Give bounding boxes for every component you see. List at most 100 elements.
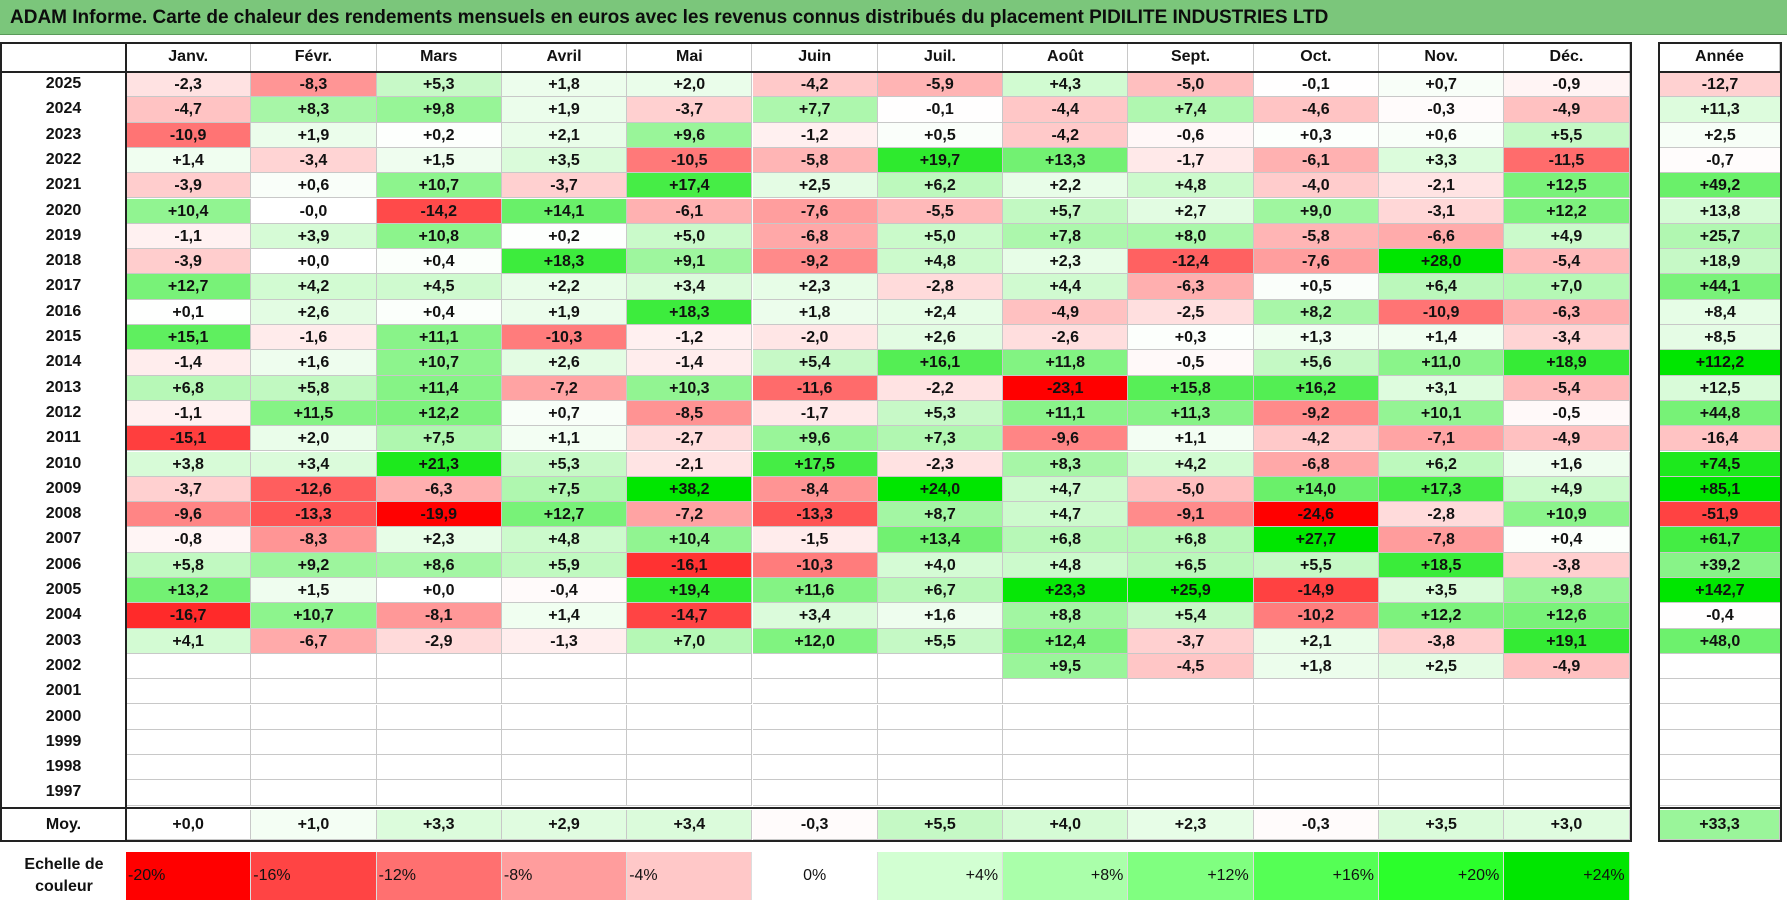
heatmap-cell: +6,2 [1379, 451, 1505, 477]
heatmap-cell: +0,5 [1253, 274, 1379, 300]
year-label: 2014 [45, 353, 82, 371]
heatmap-cell: -5,4 [1504, 249, 1630, 275]
heatmap-cell: +11,5 [251, 400, 377, 427]
heatmap-cell: +2,5 [1379, 653, 1505, 680]
heatmap-cell: +10,7 [376, 350, 502, 376]
heatmap-cell [752, 729, 878, 756]
heatmap-cell [126, 755, 252, 781]
heatmap-cell [1379, 780, 1505, 806]
heatmap-cell: +9,6 [627, 122, 753, 148]
color-scale-stop: +8% [1003, 851, 1129, 900]
heatmap-cell: -6,1 [627, 198, 753, 224]
heatmap-cell: +7,5 [376, 426, 502, 452]
heatmap-cell: -4,9 [1504, 653, 1630, 680]
annual-frame [1658, 42, 1782, 842]
heatmap-cell: +3,5 [501, 147, 628, 174]
heatmap-cell: +3,4 [752, 603, 878, 629]
year-label: 2016 [45, 302, 82, 320]
heatmap-cell: +4,3 [1003, 72, 1129, 98]
heatmap-cell: +0,2 [376, 122, 502, 148]
heatmap-cell: -13,3 [251, 502, 377, 528]
heatmap-cell: +6,2 [877, 173, 1004, 199]
heatmap-cell: +0,3 [1253, 122, 1379, 148]
heatmap-cell: -8,3 [251, 72, 377, 98]
heatmap-cell: +12,7 [501, 502, 628, 528]
year-label: 2004 [45, 606, 82, 624]
heatmap-cell: -4,7 [126, 97, 252, 123]
heatmap-cell [1379, 755, 1505, 781]
heatmap-cell: -1,1 [126, 400, 252, 427]
heatmap-cell: -3,9 [126, 173, 252, 199]
heatmap-cell: -10,9 [1379, 299, 1505, 325]
heatmap-cell [1128, 780, 1254, 806]
heatmap-cell: -0,5 [1504, 400, 1630, 427]
heatmap-cell: +14,1 [501, 198, 628, 224]
heatmap-cell: -10,5 [627, 147, 753, 174]
heatmap-cell [1504, 780, 1630, 806]
heatmap-cell: +8,3 [251, 97, 377, 123]
heatmap-cell: +10,4 [627, 527, 753, 553]
month-header: Févr. [251, 42, 377, 72]
heatmap-cell: +23,3 [1003, 578, 1129, 604]
heatmap-cell [1379, 679, 1505, 705]
heatmap-cell: +12,4 [1003, 628, 1129, 654]
annual-cell: +11,3 [1660, 97, 1780, 123]
heatmap-cell: -16,7 [126, 603, 252, 629]
year-label: 2005 [45, 581, 82, 598]
heatmap-cell: -1,7 [752, 400, 878, 427]
year-label: 2013 [45, 378, 82, 396]
heatmap-cell: -1,5 [752, 527, 878, 553]
heatmap-cell: -4,2 [1003, 122, 1129, 148]
average-cell: +2,9 [501, 809, 628, 840]
month-header: Nov. [1379, 42, 1505, 72]
heatmap-cell: -5,0 [1128, 476, 1254, 503]
heatmap-cell: +4,8 [1003, 552, 1129, 578]
heatmap-cell: -14,7 [627, 603, 753, 629]
heatmap-cell: +1,6 [1504, 451, 1630, 477]
heatmap-cell: -3,4 [251, 147, 377, 174]
year-label: 2002 [45, 656, 82, 674]
heatmap-cell: +5,8 [251, 375, 377, 401]
heatmap-cell: +5,0 [877, 223, 1004, 250]
annual-cell [1660, 704, 1780, 730]
heatmap-cell: +0,7 [501, 400, 628, 427]
heatmap-cell: +2,1 [1253, 628, 1379, 654]
average-cell: +1,0 [251, 809, 377, 840]
heatmap-cell: +9,8 [1504, 578, 1630, 604]
heatmap-cell: +1,4 [126, 147, 252, 174]
month-header: Avril [501, 42, 628, 72]
heatmap-cell: +1,8 [501, 72, 628, 98]
heatmap-cell: -9,6 [1003, 426, 1129, 452]
heatmap-cell: -7,2 [627, 502, 753, 528]
heatmap-cell: -6,3 [1128, 274, 1254, 300]
annual-cell: +13,8 [1660, 198, 1780, 224]
annual-cell: -51,9 [1660, 502, 1780, 528]
heatmap-cell: +6,8 [126, 375, 252, 401]
heatmap-cell: +7,8 [1003, 223, 1129, 250]
heatmap-cell [1253, 780, 1379, 806]
heatmap-cell: -16,1 [627, 552, 753, 578]
annual-cell: +44,1 [1660, 274, 1780, 300]
year-label: 2025 [45, 75, 82, 92]
heatmap-cell: -0,9 [1504, 72, 1630, 98]
months-frame [125, 42, 1632, 842]
heatmap-cell: -3,8 [1379, 628, 1505, 654]
heatmap-cell: -5,9 [877, 72, 1004, 98]
heatmap-cell [126, 679, 252, 705]
heatmap-cell [501, 679, 628, 705]
heatmap-cell: -1,3 [501, 628, 628, 654]
year-label: 2007 [45, 530, 82, 548]
heatmap-cell: +5,5 [1504, 122, 1630, 148]
heatmap-cell [501, 653, 628, 680]
annual-cell: -12,7 [1660, 72, 1780, 98]
average-cell: -0,3 [752, 809, 878, 840]
heatmap-cell: +25,9 [1128, 578, 1254, 604]
heatmap-cell [126, 780, 252, 806]
heatmap-cell: +5,4 [1128, 603, 1254, 629]
color-scale-stop: +24% [1504, 851, 1630, 900]
heatmap-cell: -8,5 [627, 400, 753, 427]
heatmap-cell: +3,9 [251, 223, 377, 250]
heatmap-cell: +12,6 [1504, 603, 1630, 629]
annual-cell [1660, 755, 1780, 781]
heatmap-cell: +0,4 [376, 299, 502, 325]
